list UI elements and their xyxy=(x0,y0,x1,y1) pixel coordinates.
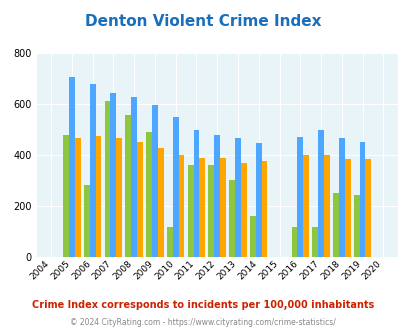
Bar xyxy=(146,132,151,257)
Bar xyxy=(261,161,267,257)
Bar xyxy=(364,159,371,257)
Bar xyxy=(193,130,199,257)
Text: Denton Violent Crime Index: Denton Violent Crime Index xyxy=(85,14,320,29)
Bar xyxy=(359,142,364,257)
Bar xyxy=(90,84,95,257)
Bar xyxy=(166,227,173,257)
Bar xyxy=(104,101,110,257)
Bar xyxy=(353,195,359,257)
Bar xyxy=(234,138,240,257)
Bar xyxy=(116,139,122,257)
Bar xyxy=(344,159,350,257)
Bar xyxy=(303,155,308,257)
Bar xyxy=(84,185,90,257)
Bar xyxy=(249,216,255,257)
Bar xyxy=(338,138,344,257)
Bar xyxy=(158,148,163,257)
Bar xyxy=(125,115,131,257)
Bar xyxy=(220,158,225,257)
Text: Crime Index corresponds to incidents per 100,000 inhabitants: Crime Index corresponds to incidents per… xyxy=(32,300,373,310)
Bar xyxy=(214,135,220,257)
Bar xyxy=(240,163,246,257)
Bar xyxy=(173,117,178,257)
Bar xyxy=(332,193,338,257)
Bar xyxy=(199,158,205,257)
Bar xyxy=(95,136,101,257)
Bar xyxy=(208,165,214,257)
Bar xyxy=(63,135,69,257)
Bar xyxy=(291,227,296,257)
Bar xyxy=(323,155,329,257)
Bar xyxy=(187,165,193,257)
Bar xyxy=(75,139,80,257)
Bar xyxy=(296,137,303,257)
Bar xyxy=(318,130,323,257)
Text: © 2024 CityRating.com - https://www.cityrating.com/crime-statistics/: © 2024 CityRating.com - https://www.city… xyxy=(70,318,335,327)
Bar xyxy=(110,93,116,257)
Bar xyxy=(255,143,261,257)
Bar xyxy=(137,142,143,257)
Bar xyxy=(131,97,137,257)
Bar xyxy=(178,155,184,257)
Bar xyxy=(229,180,234,257)
Bar xyxy=(69,77,75,257)
Bar xyxy=(151,105,158,257)
Bar xyxy=(311,227,318,257)
